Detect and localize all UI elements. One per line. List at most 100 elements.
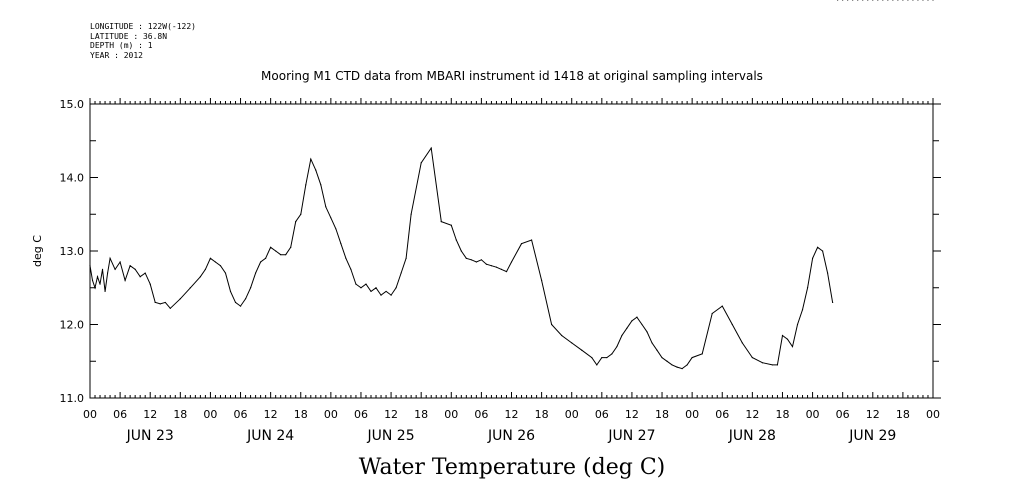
data-point xyxy=(485,263,488,265)
data-point xyxy=(902,0,904,1)
data-point xyxy=(581,349,583,351)
data-point xyxy=(816,246,819,248)
series-layer xyxy=(89,0,934,370)
data-point xyxy=(897,0,899,1)
y-tick-label: 12.0 xyxy=(60,319,85,332)
y-tick-label: 14.0 xyxy=(60,172,85,185)
x-tick-label: 12 xyxy=(264,408,278,421)
x-tick-label: 18 xyxy=(655,408,669,421)
x-tick-label: 12 xyxy=(505,408,519,421)
x-tick-label: 00 xyxy=(685,408,699,421)
data-point xyxy=(601,356,603,359)
x-tick-label: 06 xyxy=(354,408,368,421)
x-tick-label: 06 xyxy=(474,408,488,421)
data-point xyxy=(626,327,628,329)
data-point xyxy=(621,334,623,337)
data-point xyxy=(480,259,482,261)
data-point xyxy=(134,268,136,270)
x-tick-label: 00 xyxy=(806,408,820,421)
x-tick-label: 18 xyxy=(896,408,910,421)
data-point xyxy=(239,305,242,307)
data-point xyxy=(842,0,844,1)
data-point xyxy=(470,259,472,261)
data-point xyxy=(254,272,257,274)
data-point xyxy=(611,353,613,355)
data-point xyxy=(490,265,493,267)
data-point xyxy=(385,290,387,293)
data-point xyxy=(751,356,753,359)
data-point xyxy=(666,360,668,362)
data-point xyxy=(616,345,618,348)
data-point xyxy=(922,0,924,1)
data-point xyxy=(721,305,723,307)
x-tick-label: 18 xyxy=(294,408,308,421)
data-point xyxy=(571,342,573,344)
data-point xyxy=(661,356,663,359)
data-point xyxy=(741,342,743,344)
data-point xyxy=(591,356,593,359)
data-point xyxy=(786,338,789,340)
data-point xyxy=(455,239,457,241)
data-point xyxy=(265,257,267,259)
data-point xyxy=(119,261,121,263)
data-point xyxy=(822,250,824,252)
data-point xyxy=(781,334,784,337)
data-point xyxy=(862,0,864,1)
data-point xyxy=(711,312,713,315)
data-point xyxy=(229,290,232,293)
series-line-0 xyxy=(89,146,834,370)
x-tick-label: 06 xyxy=(234,408,248,421)
y-tick-label: 11.0 xyxy=(60,392,85,405)
data-point xyxy=(811,257,814,259)
data-point xyxy=(275,250,277,252)
data-point xyxy=(109,257,111,259)
data-point xyxy=(214,261,217,263)
data-point xyxy=(350,268,352,270)
data-point xyxy=(129,265,131,267)
data-point xyxy=(776,364,779,366)
y-axis-label: deg C xyxy=(31,235,44,267)
data-point xyxy=(530,239,533,241)
data-point xyxy=(380,294,382,296)
year-label: YEAR : 2012 xyxy=(90,50,143,60)
x-tick-label: 12 xyxy=(143,408,157,421)
data-point xyxy=(832,301,834,304)
data-point xyxy=(636,316,638,318)
data-point xyxy=(671,364,673,366)
data-point xyxy=(295,221,297,223)
data-point xyxy=(149,283,151,285)
data-point xyxy=(731,323,733,326)
longitude-label: LONGITUDE : 122W(-122) xyxy=(90,22,196,31)
x-tick-label: 06 xyxy=(113,408,127,421)
data-point xyxy=(676,366,678,368)
data-point xyxy=(199,276,201,278)
data-point xyxy=(106,272,109,274)
data-point xyxy=(260,261,262,263)
data-point xyxy=(99,283,101,285)
data-point xyxy=(89,265,91,267)
data-point xyxy=(495,266,498,268)
data-point xyxy=(209,257,212,259)
data-point xyxy=(440,221,442,223)
x-tick-label: 12 xyxy=(384,408,398,421)
data-point xyxy=(791,345,794,348)
data-point xyxy=(867,0,869,1)
data-point xyxy=(270,246,272,248)
x-day-label: JUN 23 xyxy=(126,428,174,444)
x-day-label: JUN 27 xyxy=(607,428,655,444)
data-point xyxy=(520,243,523,245)
x-tick-label: 00 xyxy=(926,408,940,421)
data-point xyxy=(204,268,207,270)
data-point xyxy=(410,213,412,215)
data-point xyxy=(430,147,432,149)
data-point xyxy=(360,287,362,289)
data-point xyxy=(701,353,703,355)
data-point xyxy=(561,334,563,337)
x-tick-label: 12 xyxy=(745,408,759,421)
data-point xyxy=(907,0,909,1)
y-tick-label: 13.0 xyxy=(60,245,85,258)
data-point xyxy=(310,158,312,160)
data-point xyxy=(761,362,763,364)
y-axis: 11.0 12.0 13.0 14.0 15.0 xyxy=(60,98,941,405)
data-point xyxy=(345,257,347,259)
